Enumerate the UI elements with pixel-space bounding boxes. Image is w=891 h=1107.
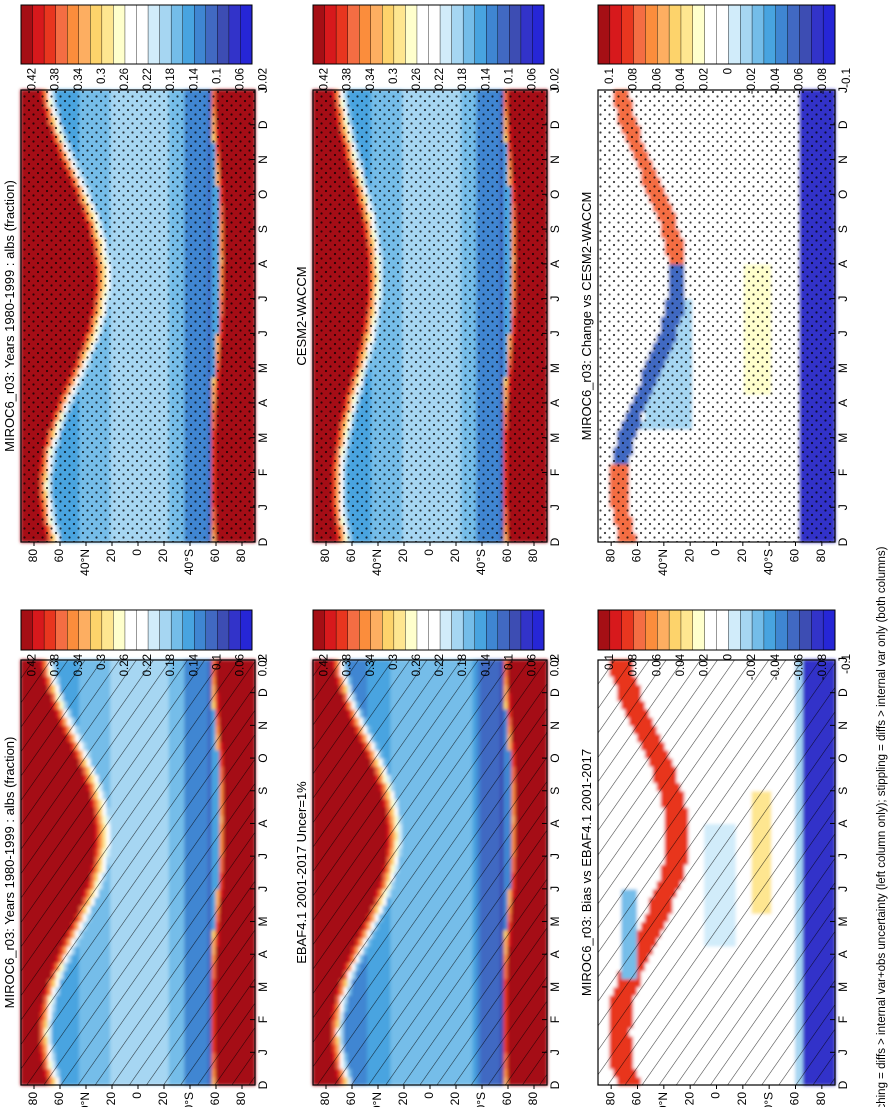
month-tick-label: M — [256, 917, 270, 927]
colorbar-label: 0.3 — [96, 654, 108, 670]
colorbar-swatch — [90, 609, 103, 651]
colorbar-label: 0.14 — [188, 653, 200, 676]
colorbar-swatch — [20, 609, 34, 651]
lat-tick-label: 20 — [104, 1092, 118, 1106]
colorbar-swatch — [124, 609, 137, 651]
month-tick-label: S — [256, 787, 270, 795]
month-tick-label: J — [256, 657, 270, 663]
colorbar-label: 0.06 — [234, 654, 246, 676]
colorbar-swatch — [147, 609, 161, 651]
month-tick-label: D — [256, 1080, 270, 1089]
colorbar-swatch — [240, 609, 253, 651]
colorbar-label: 0.02 — [258, 654, 270, 676]
colorbar-swatch — [170, 609, 184, 651]
panel-p1: D J F M A M J J A S O N D J 80 60 40°N 20 0 20 40°S 60 80 MIROC… — [2, 609, 270, 1107]
month-tick-label: J — [256, 1049, 270, 1055]
lat-tick-label: 40°S — [182, 1092, 196, 1107]
colorbar-swatch — [78, 609, 91, 651]
colorbar-label: 0.18 — [165, 654, 177, 676]
lat-tick-label: 80 — [26, 1092, 40, 1106]
colorbar-swatch — [43, 609, 57, 651]
colorbar-swatch — [66, 609, 80, 651]
month-tick-label: O — [256, 753, 270, 762]
month-tick-label: N — [256, 721, 270, 730]
month-tick-label: F — [256, 1016, 270, 1023]
month-tick-label: D — [256, 688, 270, 697]
colorbar-label: 0.22 — [142, 654, 154, 676]
colorbar-frame — [20, 609, 253, 651]
colorbar-swatch — [205, 609, 218, 651]
lat-tick-label: 60 — [208, 1092, 222, 1106]
month-tick-label: J — [256, 853, 270, 859]
colorbar-swatch — [32, 609, 45, 651]
colorbar-label: 0.1 — [211, 654, 223, 670]
colorbar-swatch — [182, 609, 195, 651]
panel-title: MIROC6_r03: Years 1980-1999 : albs (frac… — [2, 737, 17, 1009]
month-tick-label: M — [256, 982, 270, 992]
lat-tick-label: 40°N — [78, 1092, 92, 1107]
colorbar-p1: 0.42 0.38 0.34 0.3 0.26 0.22 0.18 0.14 0.1 0.06 0.… — [20, 609, 270, 676]
colorbar-label: 0.34 — [73, 653, 85, 676]
colorbar-label: 0.26 — [119, 654, 131, 676]
colorbar-label: 0.42 — [27, 654, 39, 676]
colorbar-swatch — [113, 609, 126, 651]
colorbar-swatch — [217, 609, 230, 651]
month-tick-label: A — [256, 819, 270, 827]
colorbar-swatch — [55, 609, 68, 651]
colorbar-swatch — [194, 609, 207, 651]
colorbar-swatch — [159, 609, 172, 651]
colorbar-swatch — [101, 609, 114, 651]
month-tick-label: A — [256, 950, 270, 958]
lat-tick-label: 80 — [234, 1092, 248, 1106]
hatching-overlay — [21, 660, 255, 1085]
lat-tick-label: 60 — [52, 1092, 66, 1106]
colorbar-swatch — [136, 609, 149, 651]
lat-tick-label: 20 — [156, 1092, 170, 1106]
lat-tick-label: 0 — [130, 1092, 144, 1099]
month-tick-label: J — [256, 886, 270, 892]
colorbar-label: 0.38 — [50, 654, 62, 676]
colorbar-swatch — [228, 609, 241, 651]
